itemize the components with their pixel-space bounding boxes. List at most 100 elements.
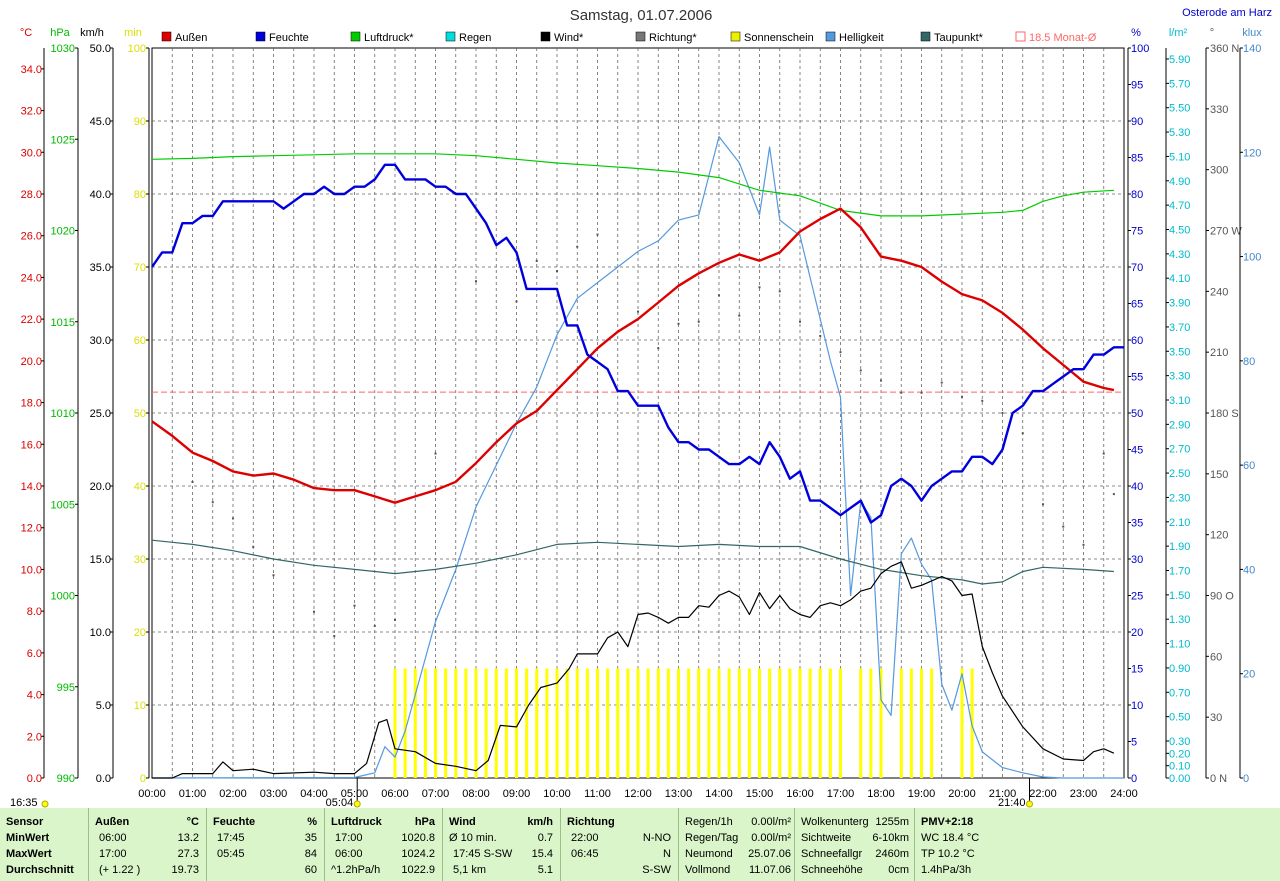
statistics-panel: Sensor MinWert MaxWert Durchschnitt Auße… [0, 808, 1280, 881]
humidity-tick-label: 50 [1131, 408, 1143, 420]
sun-tick-label: 90 [134, 116, 146, 128]
temp-tick-label: 22.0 [21, 314, 42, 326]
rain-tick-label: 4.90 [1169, 176, 1190, 188]
stats-feuchte-unit: % [307, 816, 317, 828]
rain-tick-label: 2.70 [1169, 444, 1190, 456]
wind-tick-label: 45.0 [90, 116, 111, 128]
humidity-tick-label: 65 [1131, 299, 1143, 311]
temperature-series-line [151, 207, 1115, 504]
stats-feuchte-min-value: 35 [304, 832, 317, 844]
direction-tick-label: 330 [1210, 104, 1228, 116]
stats-regen-row4-label: Vollmond [685, 864, 731, 876]
stats-luftdruck-trend: ^1.2hPa/h [331, 864, 381, 876]
stats-aussen-header: Außen [95, 816, 130, 828]
stats-luftdruck-header: Luftdruck [331, 816, 382, 828]
sunshine-bar [525, 668, 529, 778]
stats-regen-row1-value: 0.00l/m² [751, 816, 791, 828]
legend-item: Feuchte [255, 31, 309, 44]
light-tick-label: 100 [1243, 252, 1261, 264]
stats-aussen-unit: °C [186, 816, 199, 828]
pressure-tick-label: 1000 [51, 591, 75, 603]
left-axes: 0.0 2.0 4.0 6.0 8.0 10.0 12.0 14.0 16.0 18.0 20.0 2… [21, 43, 150, 785]
direction-point [475, 280, 477, 283]
humidity-tick-label: 60 [1131, 335, 1143, 347]
legend-swatch [635, 31, 646, 42]
sunshine-bar [656, 668, 660, 778]
direction-point [1102, 452, 1105, 455]
stats-wind-row3-value: 5.1 [537, 864, 553, 876]
pressure-tick-label: 995 [57, 682, 75, 694]
sunshine-bar [423, 668, 427, 778]
x-tick-label: 22:00 [1029, 788, 1057, 800]
rain-tick-label: 2.90 [1169, 419, 1190, 431]
x-tick-label: 03:00 [260, 788, 288, 800]
direction-point [880, 379, 882, 382]
temp-tick-label: 12.0 [21, 523, 42, 535]
sunshine-bar [697, 668, 701, 778]
legend-label: Wind* [554, 32, 584, 44]
legend-item: 18.5 Monat-Ø [1015, 31, 1097, 44]
stats-richtung-row3-value: S-SW [642, 864, 671, 876]
direction-tick-label: 150 [1210, 469, 1228, 481]
stats-luftdruck-max-value: 1024.2 [401, 848, 435, 860]
temp-tick-label: 6.0 [27, 648, 42, 660]
sunshine-bar [565, 668, 569, 778]
x-tick-label: 17:00 [827, 788, 855, 800]
legend-label: Taupunkt* [934, 32, 984, 44]
x-tick-label: 00:00 [138, 788, 166, 800]
light-tick-label: 20 [1243, 669, 1255, 681]
pressure-tick-label: 1030 [51, 43, 75, 55]
stats-richtung-row2-value: N [663, 848, 671, 860]
sunshine-bar [677, 668, 680, 778]
stats-feuchte-max-time: 05:45 [217, 848, 245, 860]
sun-tick-label: 70 [134, 262, 146, 274]
stats-wind-column: Wind km/h Ø 10 min. 0.7 17:45 S-SW 15.4 … [442, 808, 561, 881]
stats-wind-row1-value: 0.7 [537, 832, 553, 844]
x-tick-label: 05:00 [341, 788, 369, 800]
pressure-series-line [151, 153, 1114, 217]
stats-richtung-header: Richtung [567, 816, 615, 828]
rain-tick-label: 3.50 [1169, 346, 1190, 358]
temp-tick-label: 18.0 [21, 398, 42, 410]
x-tick-label: 02:00 [219, 788, 247, 800]
stats-row-label-max: MaxWert [6, 848, 52, 860]
direction-point [981, 399, 984, 402]
sunshine-bar [707, 668, 711, 778]
direction-point [799, 320, 801, 323]
rain-tick-label: 1.90 [1169, 541, 1190, 553]
sunshine-bar [484, 668, 488, 778]
sunshine-bar [920, 668, 923, 778]
wind-tick-label: 20.0 [90, 481, 111, 493]
right-axes: 0 5 10 15 20 25 30 35 40 45 50 55 60 65 70 75 80 85 90 95 10… [1127, 43, 1261, 785]
temp-tick-label: 2.0 [27, 731, 42, 743]
sunshine-bar [454, 668, 458, 778]
x-tick-label: 12:00 [624, 788, 652, 800]
direction-point [211, 501, 214, 504]
sunshine-bar [464, 668, 468, 778]
rain-tick-label: 5.30 [1169, 127, 1190, 139]
rain-tick-label: 1.10 [1169, 639, 1190, 651]
sun-tick-label: 50 [134, 408, 146, 420]
direction-point [1042, 503, 1044, 506]
rain-tick-label: 1.30 [1169, 614, 1190, 626]
stats-aussen-avg-delta: (+ 1.22 ) [99, 864, 141, 876]
direction-point [900, 391, 903, 394]
direction-point [1062, 525, 1065, 528]
rain-tick-label: 0.20 [1169, 748, 1190, 760]
sunshine-bar [504, 668, 508, 778]
direction-point [758, 286, 761, 289]
stats-luftdruck-min-value: 1020.8 [401, 832, 435, 844]
humidity-tick-label: 80 [1131, 189, 1143, 201]
light-series-line [151, 136, 1124, 779]
stats-aussen-max-value: 27.3 [177, 848, 199, 860]
legend-label: Helligkeit [839, 32, 884, 44]
sunshine-bar [747, 668, 751, 778]
stats-wolken-row2-label: Sichtweite [801, 832, 852, 844]
pressure-tick-label: 1025 [51, 134, 75, 146]
light-tick-label: 80 [1243, 356, 1255, 368]
rain-tick-label: 0.00 [1169, 773, 1190, 785]
stats-regen-row2-label: Regen/Tag [685, 832, 739, 844]
sunshine-bar [393, 668, 397, 778]
sunshine-bar [636, 668, 640, 778]
stats-row-label-min: MinWert [6, 832, 50, 844]
